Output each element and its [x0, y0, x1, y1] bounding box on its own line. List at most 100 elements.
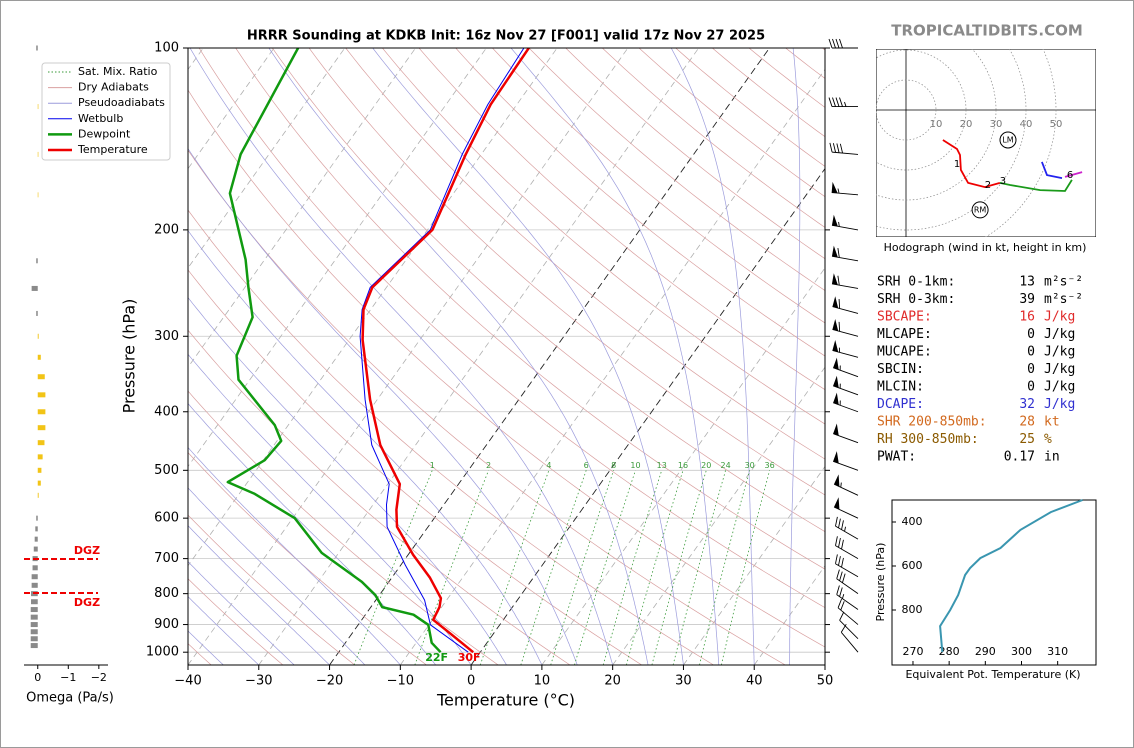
- omega-bar: [30, 607, 38, 613]
- height-label: 1: [954, 159, 960, 170]
- hodograph-ring-label: 50: [1050, 119, 1063, 130]
- hodograph-ring-label: 40: [1020, 119, 1033, 130]
- storm-motion-label: LM: [1002, 136, 1013, 145]
- stat-unit: kt: [1044, 415, 1060, 430]
- pseudoadiabat: [188, 402, 436, 665]
- x-tick-label: 30: [675, 674, 692, 689]
- mixing-ratio-label: 1: [430, 461, 435, 470]
- surface-label: 22F: [425, 651, 448, 664]
- wind-barb: [836, 585, 859, 610]
- x-tick-label: −20: [316, 674, 343, 689]
- isotherm: [188, 48, 416, 368]
- thetae-x-tick-label: 310: [1047, 645, 1068, 658]
- omega-bar: [36, 310, 38, 316]
- omega-x-tick-label: −1: [60, 671, 76, 684]
- mixing-ratio-label: 36: [765, 461, 775, 470]
- omega-bar: [30, 629, 38, 635]
- chart-title: HRRR Sounding at KDKB Init: 16z Nov 27 […: [247, 29, 765, 44]
- stat-label: SRH 0-1km:: [877, 275, 955, 290]
- stat-unit: in: [1044, 450, 1060, 465]
- hodograph-line: [1064, 171, 1083, 178]
- stat-label: MLCIN:: [877, 380, 924, 395]
- dry-adiabat: [188, 514, 355, 665]
- wind-barb: [839, 611, 859, 640]
- plot-frame: [187, 47, 826, 666]
- mixing-ratio-line: [699, 470, 751, 665]
- y-tick-label: 200: [154, 222, 179, 237]
- mixing-ratio-label: 16: [678, 461, 688, 470]
- stat-unit: J/kg: [1044, 310, 1075, 325]
- hodograph-line: [1041, 161, 1063, 179]
- omega-bar: [30, 643, 38, 649]
- hodograph-ring: [876, 49, 997, 201]
- hodograph-label: Hodograph (wind in kt, height in km): [884, 241, 1087, 254]
- pseudoadiabat: [188, 447, 401, 665]
- pseudoadiabat: [188, 525, 330, 665]
- mixing-ratio-label: 24: [721, 461, 731, 470]
- omega-bar: [31, 285, 38, 291]
- mixing-ratio-line: [479, 470, 550, 665]
- thetae-y-label: Pressure (hPa): [874, 543, 887, 622]
- isotherm: [400, 68, 825, 665]
- stat-unit: %: [1044, 432, 1052, 447]
- mixing-ratio-line: [651, 470, 707, 665]
- dry-adiabat: [382, 48, 825, 425]
- mixing-ratio-label: 30: [745, 461, 755, 470]
- stat-label: MUCAPE:: [877, 345, 932, 360]
- stat-label: PWAT:: [877, 450, 916, 465]
- wind-barb: [832, 296, 859, 314]
- stat-unit: J/kg: [1044, 380, 1075, 395]
- pseudoadiabat: [670, 48, 755, 665]
- wind-barb: [833, 497, 859, 519]
- dry-adiabat: [638, 48, 825, 198]
- omega-bar: [33, 546, 38, 552]
- wind-barb: [835, 536, 859, 559]
- thetae-frame: [891, 499, 1097, 666]
- legend-box: [41, 62, 171, 161]
- wind-barb: [837, 598, 859, 625]
- stat-value: 28: [1019, 415, 1035, 430]
- pseudoadiabat: [268, 48, 649, 665]
- wind-barb: [831, 245, 859, 262]
- wind-barb: [831, 181, 859, 196]
- omega-bar: [37, 192, 39, 198]
- isotherm: [258, 48, 700, 665]
- mixing-ratio-label: 10: [630, 461, 640, 470]
- stat-label: SBCAPE:: [877, 310, 932, 325]
- stat-unit: J/kg: [1044, 397, 1075, 412]
- omega-bar: [35, 526, 38, 532]
- stat-value: 0: [1027, 345, 1035, 360]
- legend-label: Sat. Mix. Ratio: [78, 65, 158, 78]
- stat-label: SBCIN:: [877, 362, 924, 377]
- omega-bar: [30, 622, 38, 628]
- omega-bar: [30, 636, 38, 642]
- isotherm: [188, 48, 629, 665]
- dry-adiabat: [308, 48, 825, 496]
- pseudoadiabat: [372, 48, 684, 665]
- stat-value: 25: [1019, 432, 1035, 447]
- hodograph-ring: [876, 79, 937, 141]
- hodograph-ring: [985, 49, 1057, 237]
- mixing-ratio-line: [353, 470, 433, 665]
- x-tick-label: 20: [604, 674, 621, 689]
- omega-bar: [37, 440, 45, 446]
- thetae-x-tick-label: 270: [902, 645, 923, 658]
- pseudoadiabat: [188, 487, 366, 665]
- omega-bar: [37, 333, 39, 339]
- stat-unit: J/kg: [1044, 345, 1075, 360]
- omega-x-tick-label: 0: [34, 671, 41, 684]
- omega-x-label: Omega (Pa/s): [26, 691, 114, 706]
- dry-adiabat: [188, 329, 571, 665]
- omega-x-tick-label: −2: [91, 671, 107, 684]
- wind-barb: [840, 623, 859, 653]
- omega-bar: [36, 45, 38, 51]
- surface-label: 30F: [458, 651, 481, 664]
- mixing-ratio-line: [721, 470, 770, 665]
- wind-barb: [832, 451, 859, 471]
- x-tick-label: 0: [467, 674, 475, 689]
- dry-adiabat: [602, 48, 825, 228]
- dgz-label: DGZ: [74, 596, 100, 609]
- y-tick-label: 900: [154, 617, 179, 632]
